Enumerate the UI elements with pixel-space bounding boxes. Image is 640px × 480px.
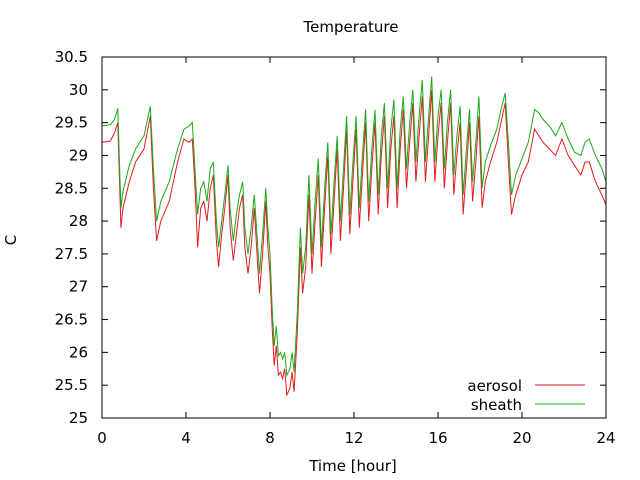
y-tick-label: 25.5 [55,376,88,394]
legend: aerosol sheath [467,377,585,414]
y-tick-label: 29.5 [55,114,88,132]
x-tick-label: 16 [428,429,447,447]
y-tick-label: 27.5 [55,245,88,263]
x-tick-label: 4 [181,429,191,447]
x-axis-label: Time [hour] [308,457,397,475]
y-tick-label: 30 [69,81,88,99]
y-tick-label: 27 [69,278,88,296]
x-tick-label: 20 [512,429,531,447]
y-tick-label: 28 [69,212,88,230]
y-tick-label: 26.5 [55,311,88,329]
x-tick-label: 12 [344,429,363,447]
legend-label-aerosol: aerosol [467,377,522,395]
chart-title: Temperature [302,18,398,36]
x-tick-label: 24 [596,429,615,447]
series-line-aerosol [101,89,607,397]
legend-label-sheath: sheath [471,396,522,414]
plot-frame [101,56,607,419]
x-tick-label: 8 [265,429,275,447]
series-line-sheath [101,76,607,378]
axis-ticks: 0 4 8 12 16 20 24 25 25.5 26 26.5 27 27.5 28 28.5 29 29.… [55,48,616,447]
plot-lines [101,76,607,397]
y-tick-label: 28.5 [55,179,88,197]
y-tick-label: 26 [69,343,88,361]
y-tick-label: 29 [69,146,88,164]
y-tick-label: 30.5 [55,48,88,66]
y-axis-label: C [2,235,20,245]
x-tick-label: 0 [97,429,107,447]
y-tick-label: 25 [69,409,88,427]
